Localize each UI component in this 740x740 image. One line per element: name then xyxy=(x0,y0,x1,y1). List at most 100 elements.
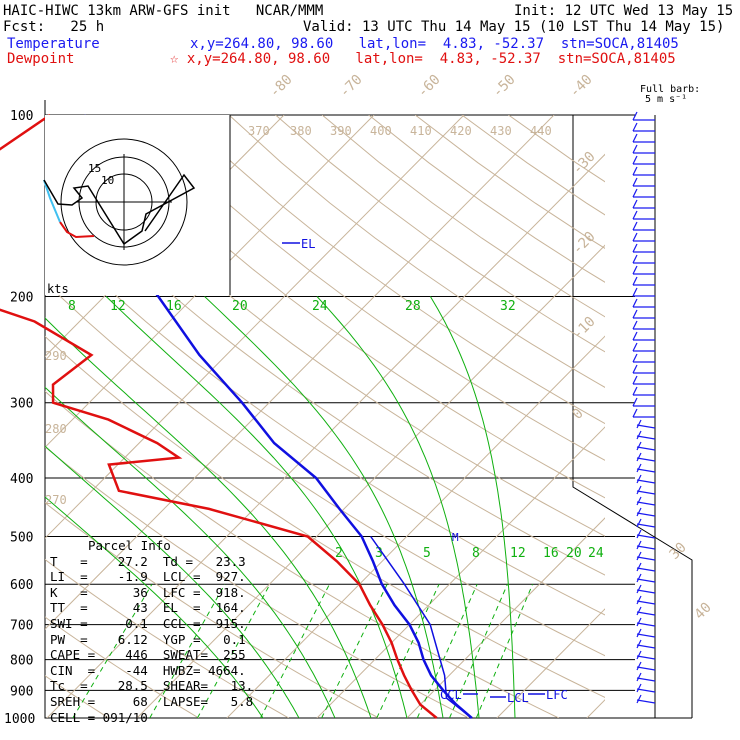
wind-barb-flag xyxy=(632,254,638,264)
parcel-path xyxy=(370,536,473,719)
isotherm-label: -20 xyxy=(570,229,599,258)
parcel-row: CELL = 091/10 xyxy=(50,709,148,725)
wind-barb-flag xyxy=(632,221,638,231)
wind-barb-flag xyxy=(632,232,638,242)
mixing-ratio-label: 5 xyxy=(423,546,431,561)
mixing-ratio-label: 12 xyxy=(510,546,526,561)
wind-barb-flag xyxy=(632,342,638,352)
wind-barb xyxy=(636,633,656,638)
parcel-row: CAPE = 446 SWEAT= 255 xyxy=(50,647,246,663)
dry-adiabat-line xyxy=(45,446,469,718)
isobar-grid xyxy=(44,100,693,719)
mixing-ratio-line xyxy=(376,584,440,718)
wind-barb-flag xyxy=(632,166,638,176)
wind-barb-flag xyxy=(632,298,638,308)
pressure-label: 200 xyxy=(10,291,33,306)
pressure-label: 700 xyxy=(10,619,33,634)
wind-barb xyxy=(636,479,656,484)
temperature-location-info: x,y=264.80, 98.60 lat,lon= 4.83, -52.37 … xyxy=(190,36,679,52)
parcel-row: PW = 6.12 YGP = 0.1 xyxy=(50,631,246,647)
dry-adiabat-line xyxy=(45,335,605,698)
wind-barb-flag xyxy=(636,551,642,561)
wind-barb xyxy=(636,677,656,682)
theta-label: 380 xyxy=(290,124,312,138)
model-title: HAIC-HIWC 13km ARW-GFS init NCAR/MMM xyxy=(3,3,324,19)
moist-adiabat-line xyxy=(316,296,480,718)
isotherm-label: 40 xyxy=(692,600,715,623)
isotherm-line xyxy=(136,244,605,718)
lfc-label: LFC xyxy=(546,688,568,702)
parcel-info-title: Parcel Info xyxy=(88,538,171,553)
isotherm-line xyxy=(45,115,555,630)
wind-barb-flag xyxy=(632,122,638,132)
dry-adiabat-line xyxy=(45,390,559,718)
init-time: Init: 12 UTC Wed 13 May 15 xyxy=(514,3,734,19)
wind-barb xyxy=(636,424,656,429)
mixing-ratio-label: 16 xyxy=(543,546,559,561)
isotherm-label: -10 xyxy=(570,314,599,343)
wind-barb-flag xyxy=(636,419,642,429)
wind-barb-flag xyxy=(636,463,642,473)
frame-line xyxy=(572,115,693,718)
dewpoint-label: Dewpoint xyxy=(7,51,75,67)
wind-barb-flag xyxy=(636,606,642,616)
hodo-trace-cyan xyxy=(43,179,61,223)
wind-barb-flag xyxy=(636,672,642,682)
moist-adiabat-line xyxy=(45,386,336,718)
temperature-label: Temperature xyxy=(7,36,100,52)
isotherm-line xyxy=(46,153,605,718)
pressure-label: 1000 xyxy=(4,712,35,727)
mixing-ratio-label: 2 xyxy=(335,546,343,561)
wind-barb-flag xyxy=(632,353,638,363)
wind-barb xyxy=(636,589,656,594)
dry-adiabat-line xyxy=(45,116,605,537)
wind-barb-flag xyxy=(632,331,638,341)
wind-barb-flag xyxy=(636,628,642,638)
wind-barb-flag xyxy=(636,485,642,495)
wind-barb-flag xyxy=(632,309,638,319)
wind-barb xyxy=(636,490,656,495)
theta-label: 440 xyxy=(530,124,552,138)
wind-barb xyxy=(636,655,656,660)
mixing-ratio-line xyxy=(321,584,388,718)
wind-barb xyxy=(636,435,656,440)
isotherm-label: -70 xyxy=(337,72,366,101)
dry-adiabat-line xyxy=(45,226,605,616)
hodo-trace-black xyxy=(43,173,196,246)
el-label: EL xyxy=(301,237,315,251)
wind-barb xyxy=(636,457,656,462)
wind-barb xyxy=(636,699,656,704)
mixing-ratio-grid xyxy=(72,583,534,718)
wind-barb-flag xyxy=(636,650,642,660)
pressure-label: 100 xyxy=(10,109,33,124)
wind-barb-flag xyxy=(632,397,638,407)
wind-barb-flag xyxy=(636,540,642,550)
parcel-row: Tc = 28.5 SHEAR= 13. xyxy=(50,678,254,694)
mixing-ratio-label: 20 xyxy=(232,299,248,314)
wind-barb xyxy=(636,578,656,583)
wind-barb-flag xyxy=(636,661,642,671)
mixing-ratio-label: 8 xyxy=(472,546,480,561)
dry-adiabat-line xyxy=(461,115,605,216)
mixing-ratio-label: 32 xyxy=(500,299,516,314)
dry-adiabat-grid xyxy=(45,115,605,718)
mixing-ratio-line xyxy=(72,583,153,718)
dry-adiabat-line xyxy=(45,558,289,718)
dewpoint-profile xyxy=(0,113,438,719)
barb-legend: Full barb: xyxy=(640,84,701,95)
moist-adiabat-line xyxy=(45,317,372,718)
wind-barb-flag xyxy=(636,683,642,693)
wind-barb-flag xyxy=(636,430,642,440)
wind-barb xyxy=(636,567,656,572)
isotherm-label: -80 xyxy=(267,72,296,101)
wind-barb-flag xyxy=(636,529,642,539)
wind-barb-flag xyxy=(632,364,638,374)
hodo-ring-label: 15 xyxy=(88,162,101,175)
dry-adiabat-line xyxy=(508,115,605,183)
wind-barb-flag xyxy=(636,518,642,528)
wind-barb xyxy=(636,523,656,528)
wind-barb-flag xyxy=(636,595,642,605)
mixing-ratio-label: 16 xyxy=(166,299,182,314)
isotherm-label: -30 xyxy=(570,149,599,178)
wind-barb-flag xyxy=(636,496,642,506)
